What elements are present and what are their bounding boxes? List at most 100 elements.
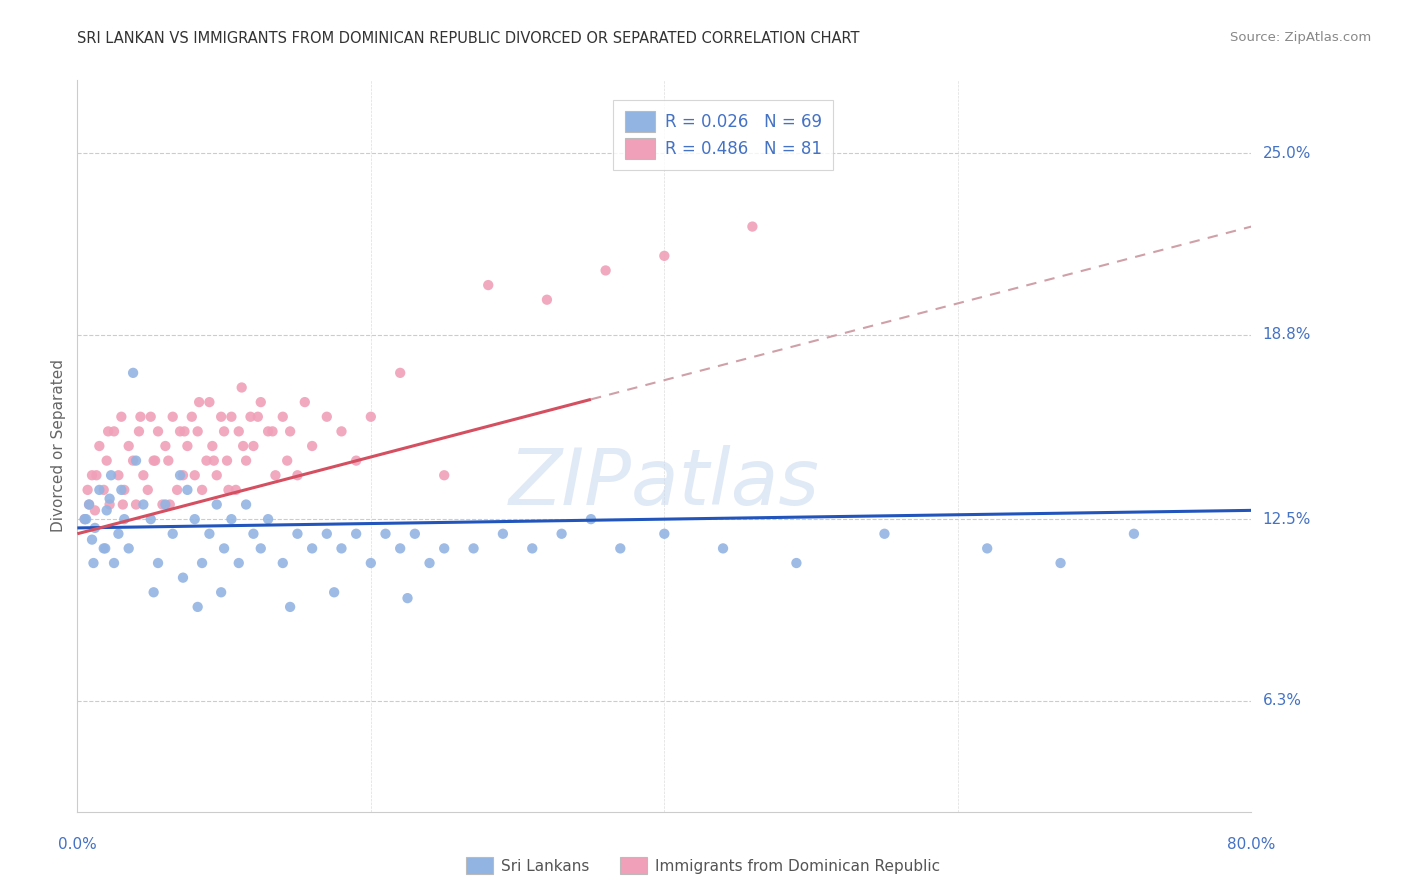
Point	[107, 468, 129, 483]
Point	[173, 425, 195, 439]
Point	[84, 521, 107, 535]
Point	[212, 541, 235, 556]
Text: 6.3%: 6.3%	[1263, 693, 1302, 708]
Point	[143, 453, 166, 467]
Point	[419, 556, 441, 570]
Text: 0.0%: 0.0%	[58, 837, 97, 852]
Point	[257, 512, 280, 526]
Point	[389, 541, 412, 556]
Point	[536, 293, 558, 307]
Point	[225, 483, 247, 497]
Point	[107, 526, 129, 541]
Point	[330, 425, 353, 439]
Point	[110, 409, 132, 424]
Point	[112, 512, 135, 526]
Point	[96, 503, 118, 517]
Text: 18.8%: 18.8%	[1263, 327, 1310, 343]
Point	[264, 468, 287, 483]
Point	[159, 498, 181, 512]
Point	[654, 249, 676, 263]
Point	[374, 526, 396, 541]
Point	[110, 483, 132, 497]
Text: 25.0%: 25.0%	[1263, 146, 1310, 161]
Point	[187, 425, 209, 439]
Point	[142, 585, 165, 599]
Point	[97, 425, 120, 439]
Point	[221, 512, 243, 526]
Point	[522, 541, 544, 556]
Point	[89, 483, 111, 497]
Point	[96, 453, 118, 467]
Point	[183, 512, 207, 526]
Point	[75, 512, 97, 526]
Point	[118, 541, 141, 556]
Point	[122, 366, 145, 380]
Point	[188, 395, 211, 409]
Point	[579, 512, 602, 526]
Point	[139, 409, 162, 424]
Point	[93, 483, 115, 497]
Point	[195, 453, 218, 467]
Point	[139, 512, 162, 526]
Text: Source: ZipAtlas.com: Source: ZipAtlas.com	[1230, 31, 1371, 45]
Point	[77, 498, 100, 512]
Point	[162, 409, 184, 424]
Point	[315, 409, 337, 424]
Point	[976, 541, 998, 556]
Point	[84, 503, 107, 517]
Point	[125, 453, 148, 467]
Point	[209, 585, 232, 599]
Point	[323, 585, 346, 599]
Point	[73, 512, 96, 526]
Point	[172, 571, 194, 585]
Point	[155, 439, 177, 453]
Legend: R = 0.026   N = 69, R = 0.486   N = 81: R = 0.026 N = 69, R = 0.486 N = 81	[613, 100, 834, 170]
Point	[221, 409, 243, 424]
Point	[344, 526, 367, 541]
Point	[128, 425, 150, 439]
Point	[80, 533, 103, 547]
Point	[212, 425, 235, 439]
Point	[202, 453, 225, 467]
Point	[271, 556, 294, 570]
Point	[98, 491, 121, 506]
Point	[191, 556, 214, 570]
Point	[294, 395, 316, 409]
Point	[205, 498, 228, 512]
Point	[80, 468, 103, 483]
Point	[315, 526, 337, 541]
Point	[76, 483, 98, 497]
Point	[129, 409, 152, 424]
Point	[122, 453, 145, 467]
Point	[180, 409, 202, 424]
Point	[82, 556, 104, 570]
Point	[86, 468, 108, 483]
Point	[98, 498, 121, 512]
Point	[242, 526, 264, 541]
Point	[360, 556, 382, 570]
Point	[169, 468, 191, 483]
Point	[344, 453, 367, 467]
Point	[111, 498, 134, 512]
Point	[235, 453, 257, 467]
Point	[218, 483, 240, 497]
Point	[654, 526, 676, 541]
Point	[176, 439, 198, 453]
Point	[103, 425, 125, 439]
Point	[271, 409, 294, 424]
Point	[239, 409, 262, 424]
Point	[228, 425, 250, 439]
Point	[132, 468, 155, 483]
Point	[433, 468, 456, 483]
Point	[183, 468, 207, 483]
Point	[198, 526, 221, 541]
Point	[112, 483, 135, 497]
Point	[201, 439, 224, 453]
Point	[235, 498, 257, 512]
Point	[873, 526, 896, 541]
Point	[146, 556, 169, 570]
Point	[191, 483, 214, 497]
Point	[396, 591, 419, 606]
Point	[1049, 556, 1071, 570]
Point	[433, 541, 456, 556]
